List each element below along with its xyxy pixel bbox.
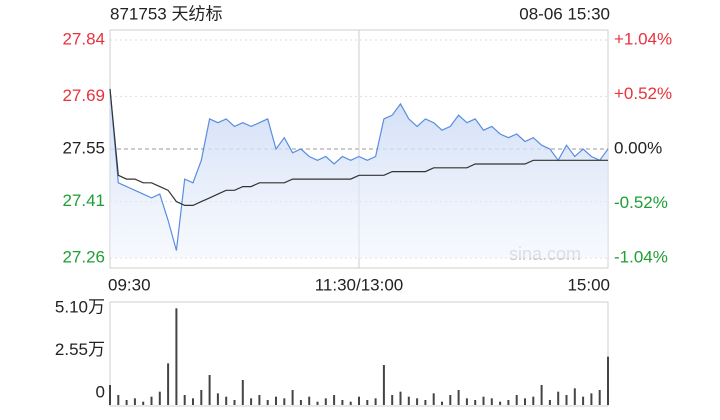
volume-bar: [216, 393, 219, 405]
volume-bar: [324, 398, 327, 405]
y2-tick-label: -1.04%: [614, 247, 668, 266]
volume-bar: [358, 396, 360, 405]
volume-bar: [349, 401, 352, 405]
volume-bar: [490, 398, 493, 405]
volume-bar: [158, 391, 161, 405]
volume-bar: [565, 395, 568, 405]
volume-bar: [250, 398, 253, 405]
volume-bar: [175, 308, 178, 405]
volume-bar: [532, 396, 535, 405]
volume-bar: [582, 396, 585, 405]
volume-bar: [183, 395, 186, 405]
volume-bar: [208, 375, 211, 405]
volume-bar: [598, 390, 601, 405]
volume-bar: [607, 356, 609, 405]
y-tick-label: 27.41: [62, 191, 105, 210]
volume-bar: [117, 395, 120, 405]
volume-bar: [341, 400, 344, 405]
volume-bar: [449, 395, 452, 405]
volume-bar: [258, 395, 261, 405]
volume-bar: [482, 396, 485, 405]
volume-bar: [150, 396, 153, 405]
y2-tick-label: +1.04%: [614, 29, 672, 48]
price-area: [110, 88, 608, 259]
y-tick-label: 0: [96, 382, 105, 401]
volume-bar: [424, 400, 427, 405]
x-tick-label: 09:30: [108, 275, 151, 294]
volume-bar: [192, 398, 194, 405]
volume-bar: [407, 396, 410, 405]
volume-bar: [125, 400, 128, 405]
y-tick-label: 27.26: [62, 247, 105, 266]
volume-bar: [515, 395, 518, 405]
volume-bar: [441, 401, 443, 405]
volume-bar: [291, 390, 294, 405]
volume-bar: [374, 398, 377, 405]
volume-bar: [465, 398, 468, 405]
volume-bar: [524, 398, 526, 405]
volume-bar: [316, 401, 319, 405]
volume-bar: [391, 395, 394, 405]
x-tick-label: 11:30/13:00: [315, 275, 404, 294]
y2-tick-label: +0.52%: [614, 84, 672, 103]
volume-bar: [142, 401, 145, 405]
volume-bar: [399, 391, 402, 405]
volume-bar: [225, 396, 228, 405]
volume-bar: [548, 400, 551, 405]
y-tick-label: 5.10万: [55, 297, 105, 316]
volume-bar: [333, 395, 336, 405]
volume-bar: [266, 400, 269, 405]
volume-bar: [474, 400, 477, 405]
volume-bar: [457, 390, 460, 405]
volume-bar: [540, 385, 543, 405]
y-tick-label: 27.69: [62, 86, 105, 105]
volume-bar: [557, 391, 560, 405]
volume-bar: [590, 393, 593, 405]
y-tick-label: 2.55万: [55, 340, 105, 359]
volume-frame: [109, 301, 609, 407]
volume-bar: [366, 400, 369, 405]
volume-bar: [233, 400, 236, 405]
volume-bar: [382, 365, 385, 405]
x-tick-label: 15:00: [567, 275, 610, 294]
stock-title: 871753 天纺标: [110, 4, 222, 23]
volume-bar: [299, 400, 302, 405]
volume-bar: [109, 385, 111, 405]
volume-bar: [283, 398, 286, 405]
volume-bar: [241, 380, 244, 405]
volume-bar: [573, 388, 576, 405]
average-line: [109, 88, 608, 206]
price-line: [109, 88, 609, 251]
volume-bar: [416, 398, 419, 405]
volume-bar: [499, 401, 502, 405]
volume-bar: [133, 398, 136, 405]
y2-tick-label: 0.00%: [614, 138, 662, 157]
volume-bar: [167, 363, 170, 405]
y-tick-label: 27.84: [62, 29, 105, 48]
y-tick-label: 27.55: [62, 138, 105, 157]
volume-bar: [308, 396, 311, 405]
timestamp: 08-06 15:30: [519, 4, 610, 23]
volume-bar: [432, 393, 435, 405]
volume-bar: [275, 396, 277, 405]
volume-bar: [200, 390, 203, 405]
volume-bar: [507, 400, 510, 405]
y2-tick-label: -0.52%: [614, 193, 668, 212]
